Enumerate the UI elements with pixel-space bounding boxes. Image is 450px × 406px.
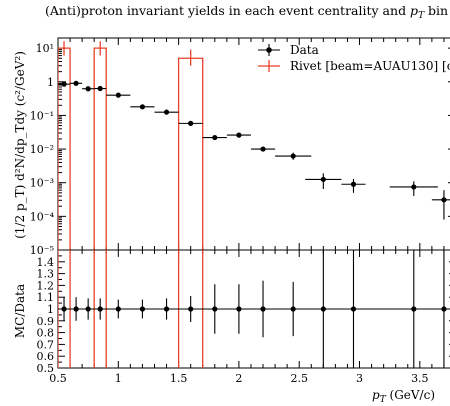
x-tick-label: 3 — [356, 372, 363, 385]
mc-bin — [177, 57, 204, 250]
ratio-y-tick-label: 0.9 — [37, 315, 55, 328]
y-tick-label: 10¹ — [36, 42, 54, 55]
data-point — [290, 153, 296, 159]
ratio-point — [97, 306, 103, 312]
x-tick-label: 1.5 — [170, 372, 188, 385]
data-point — [97, 85, 103, 92]
legend-label-mc: Rivet [beam=AUAU130] [c — [290, 59, 450, 73]
legend-label-data: Data — [290, 43, 319, 57]
ratio-point — [236, 306, 242, 312]
ratio-point — [212, 306, 218, 312]
xlabel-T: T — [380, 395, 387, 405]
y-tick-label: 1 — [47, 76, 54, 89]
ratio-point — [260, 306, 266, 312]
ratio-y-tick-label: 1.2 — [37, 279, 55, 292]
data-point — [139, 104, 146, 110]
ratio-y-tick-label: 0.7 — [37, 338, 55, 351]
ratio-y-tick-label: 0.5 — [37, 362, 55, 375]
data-point — [115, 92, 121, 98]
data-point — [441, 197, 447, 203]
data-point — [320, 176, 326, 183]
chart-title: (Anti)proton invariant yields in each ev… — [45, 3, 450, 21]
x-tick-label: 2.5 — [290, 372, 308, 385]
ratio-y-axis-label: MC/Data — [13, 284, 27, 338]
data-point — [236, 132, 242, 138]
y-tick-label: 10⁻² — [30, 143, 54, 156]
x-tick-label: 0.5 — [49, 372, 67, 385]
y-tick-label: 10⁻¹ — [30, 109, 54, 122]
ratio-point — [290, 306, 296, 312]
ratio-y-tick-label: 0.6 — [37, 350, 55, 363]
ratio-series — [58, 250, 450, 368]
data-point — [61, 81, 67, 87]
ratio-point — [73, 306, 79, 312]
data-point — [350, 181, 357, 187]
ratio-panel: 0.5 1 1.5 2 2.5 3 3.50.50.60.70.80.911.11.21.3… — [37, 249, 450, 385]
ratio-point — [139, 306, 146, 312]
ratio-point — [61, 306, 67, 312]
data-point — [188, 120, 194, 126]
ratio-y-tick-label: 1.1 — [37, 291, 55, 304]
data-point — [260, 146, 266, 152]
y-tick-label: 10⁻⁵ — [30, 244, 54, 257]
legend-data-marker — [266, 47, 272, 53]
ratio-point — [350, 306, 357, 312]
ratio-point — [115, 306, 121, 312]
xlabel-p: p — [372, 388, 380, 402]
data-point — [85, 86, 91, 92]
data-series — [58, 80, 450, 220]
x-tick-label: 2 — [235, 372, 242, 385]
y-tick-label: 10⁻³ — [30, 177, 54, 190]
x-tick-label: 1 — [115, 372, 122, 385]
ratio-y-tick-label: 1 — [47, 303, 54, 316]
ratio-point — [85, 306, 91, 312]
y-tick-label: 10⁻⁴ — [30, 210, 55, 223]
mc-bin — [93, 47, 107, 250]
mc-series — [58, 41, 204, 250]
legend: Data Rivet [beam=AUAU130] [c — [258, 43, 450, 73]
x-axis-label: pT (GeV/c) — [372, 388, 435, 405]
main-panel: 10⁻⁵ 10⁻⁴ 10⁻³ 10⁻² 10⁻¹ 1 10¹ — [30, 37, 450, 257]
ratio-y-tick-label: 1.4 — [37, 256, 55, 269]
ratio-point — [411, 306, 417, 312]
data-point — [212, 134, 218, 141]
x-tick-label: 3.5 — [411, 372, 429, 385]
ratio-point — [441, 306, 447, 312]
ratio-point — [320, 306, 326, 312]
ratio-y-tick-label: 0.8 — [37, 327, 55, 340]
xlabel-units: (GeV/c) — [386, 388, 435, 402]
data-point — [73, 80, 79, 86]
title-rest: bin m — [424, 3, 450, 18]
ratio-point — [163, 306, 170, 312]
title-pt-symbol: p — [410, 3, 418, 18]
title-pt-subscript: T — [418, 11, 425, 21]
data-point — [163, 109, 170, 115]
ratio-point — [188, 306, 194, 312]
ratio-y-tick-label: 1.3 — [37, 268, 55, 281]
data-point — [411, 184, 417, 190]
main-y-axis-label: (1/2 p_T) d²N/dp_Tdy (c²/GeV²) — [13, 51, 27, 239]
chart-title-group: (Anti)proton invariant yields in each ev… — [45, 3, 450, 21]
